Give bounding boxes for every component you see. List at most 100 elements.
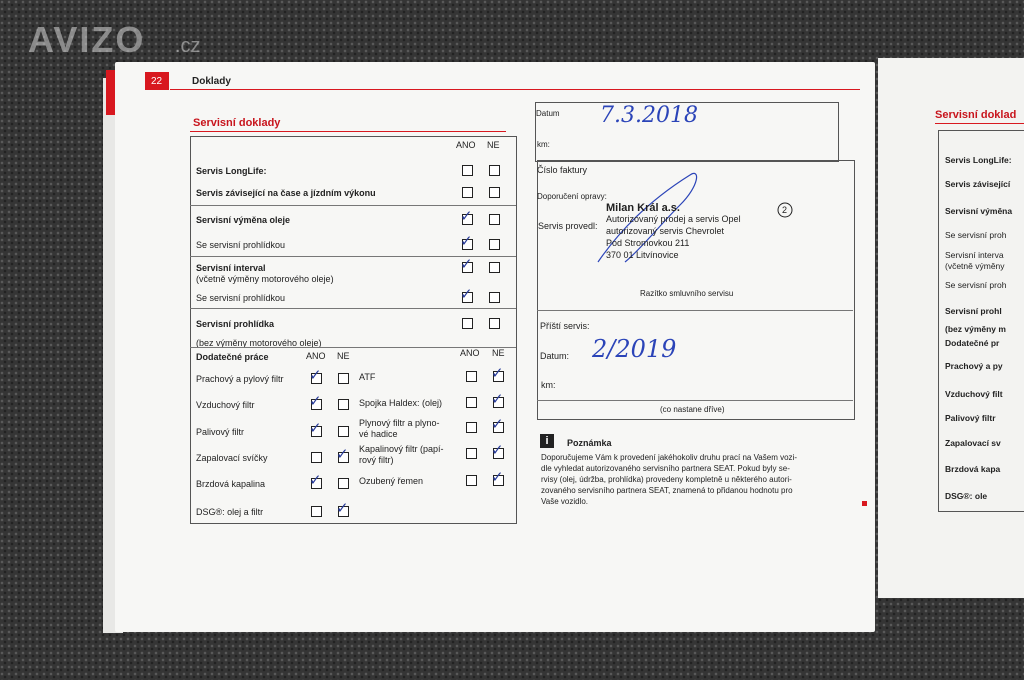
form-label: Razítko smluvního servisu <box>640 289 734 298</box>
checkbox-ne <box>489 262 500 273</box>
item-label: Zapalovací svíčky <box>196 453 268 463</box>
item-label: DSG®: olej a filtr <box>196 507 264 517</box>
form-label: Příští servis: <box>540 321 590 331</box>
row-label: Servisní interval <box>196 263 266 273</box>
right-row-label: Se servisní proh <box>945 230 1007 240</box>
note-line: zovaného servisního partnera SEAT, zname… <box>541 486 793 495</box>
row-label: Se servisní prohlídkou <box>196 293 286 303</box>
checkbox-ano <box>311 478 322 489</box>
checkbox-ne <box>489 318 500 329</box>
stamp-line: Pod Stromovkou 211 <box>606 238 690 248</box>
checkbox-ne <box>338 426 349 437</box>
right-row-label: DSG®: ole <box>945 491 988 501</box>
right-row-label: Zapalovací sv <box>945 438 1001 448</box>
service-box <box>537 160 855 420</box>
check-mark: ✓ <box>460 255 473 273</box>
note-icon: i <box>540 434 554 448</box>
checkbox-ne <box>338 452 349 463</box>
checkbox-ne <box>338 506 349 517</box>
form-label: Datum: <box>540 351 570 361</box>
row-rule <box>190 347 516 348</box>
check-mark: ✓ <box>491 415 504 433</box>
row-sublabel: (bez výměny motorového oleje) <box>196 338 322 348</box>
check-mark: ✓ <box>491 364 504 382</box>
checkbox-ne <box>489 239 500 250</box>
note-title: Poznámka <box>567 438 612 448</box>
item-label: Prachový a pylový filtr <box>196 374 284 384</box>
col-ne: NE <box>337 351 350 361</box>
stamp-number: 2 <box>782 205 788 215</box>
left-title: Servisní doklady <box>193 117 281 129</box>
form-rule <box>537 310 853 311</box>
form-rule <box>537 400 853 401</box>
checkbox-ano <box>311 399 322 410</box>
row-rule <box>190 256 516 257</box>
checkbox-ano <box>462 262 473 273</box>
check-mark: ✓ <box>460 285 473 303</box>
col-ano: ANO <box>306 351 326 361</box>
extra-header: Dodatečné práce <box>196 352 269 362</box>
page-number: 22 <box>151 76 163 87</box>
check-mark: ✓ <box>491 468 504 486</box>
right-title: Servisní doklad <box>935 109 1017 121</box>
form-label: Číslo faktury <box>537 165 588 175</box>
right-table <box>938 130 1024 512</box>
item-label: Kapalinový filtr (papí- <box>359 444 444 454</box>
check-mark: ✓ <box>491 390 504 408</box>
right-row-label: Servisní interva <box>945 250 1004 260</box>
checkbox-ano <box>462 318 473 329</box>
checkbox-ne <box>338 373 349 384</box>
item-label: Spojka Haldex: (olej) <box>359 398 443 408</box>
col-ano: ANO <box>456 140 476 150</box>
right-row-label: Servisní výměna <box>945 206 1013 216</box>
checkbox-ano <box>311 373 322 384</box>
stamp-line: Milan Král a.s. <box>606 202 680 214</box>
checkbox-ano <box>466 448 477 459</box>
row-label: Servisní prohlídka <box>196 319 275 329</box>
item-label: vé hadice <box>359 429 398 439</box>
row-label: Servis LongLife: <box>196 166 267 176</box>
checkbox-ano <box>466 371 477 382</box>
checkbox-ano <box>466 475 477 486</box>
form-label: Datum <box>536 109 560 118</box>
checkbox-ano <box>466 422 477 433</box>
checkbox-ne <box>338 478 349 489</box>
right-title-rule <box>935 123 1024 124</box>
checkbox-ano <box>311 506 322 517</box>
checkbox-ne <box>338 399 349 410</box>
form-label: Doporučení opravy: <box>537 192 607 201</box>
check-mark: ✓ <box>336 445 349 463</box>
checkbox-ne <box>493 397 504 408</box>
checkbox-ne <box>493 422 504 433</box>
right-row-label: Brzdová kapa <box>945 464 1001 474</box>
header-rule <box>170 89 860 90</box>
date-box <box>535 102 839 162</box>
checkbox-ne <box>489 187 500 198</box>
right-row-label: Prachový a py <box>945 361 1003 371</box>
check-mark: ✓ <box>336 499 349 517</box>
row-rule <box>190 308 516 309</box>
handwritten-date: 7.3.2018 <box>600 103 698 128</box>
row-rule <box>190 205 516 206</box>
item-label: Plynový filtr a plyno- <box>359 418 440 428</box>
row-label: Servisní výměna oleje <box>196 215 291 225</box>
note-line: Vaše vozidlo. <box>541 497 588 506</box>
row-label: Se servisní prohlídkou <box>196 240 286 250</box>
item-label: Ozubený řemen <box>359 476 424 486</box>
checkbox-ne <box>493 448 504 459</box>
row-label: Servis závisející na čase a jízdním výko… <box>196 188 376 198</box>
checkbox-ano <box>462 292 473 303</box>
right-row-label: Se servisní proh <box>945 280 1007 290</box>
right-page <box>878 58 1024 598</box>
page-number-box <box>145 72 169 90</box>
check-mark: ✓ <box>309 392 322 410</box>
check-mark: ✓ <box>309 419 322 437</box>
stamp-line: 370 01 Litvínovice <box>606 250 679 260</box>
row-sublabel: (včetně výměny motorového oleje) <box>196 274 334 284</box>
watermark: AVIZO <box>28 19 146 60</box>
form-label: km: <box>537 140 550 149</box>
note-line: dle vyhledat autorizovaného servisního p… <box>541 464 790 473</box>
stamp-line: Autorizovaný prodej a servis Opel <box>606 214 741 224</box>
